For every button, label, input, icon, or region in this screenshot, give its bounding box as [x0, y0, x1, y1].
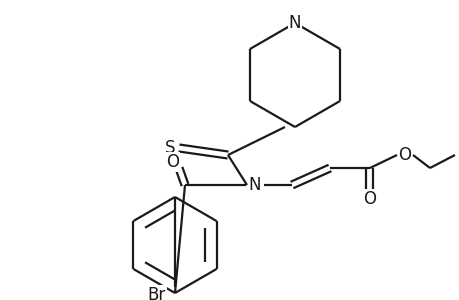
- Text: N: N: [288, 14, 301, 32]
- Text: O: O: [363, 190, 375, 208]
- Text: O: O: [397, 146, 411, 164]
- Text: O: O: [166, 153, 179, 171]
- Text: Br: Br: [147, 286, 166, 300]
- Text: N: N: [248, 176, 261, 194]
- Text: S: S: [164, 139, 175, 157]
